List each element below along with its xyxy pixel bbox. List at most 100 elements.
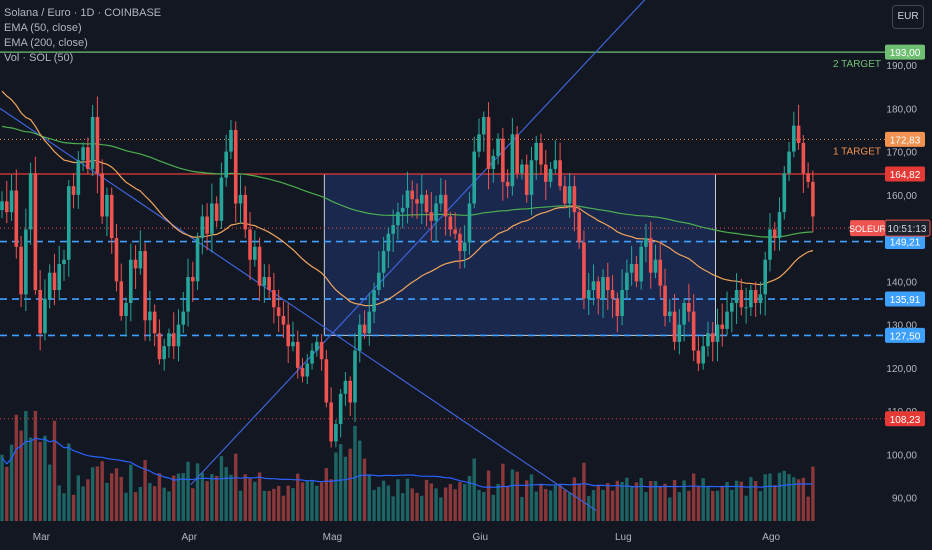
candle-body	[787, 151, 791, 174]
indicator-ema50[interactable]: EMA (50, close)	[4, 22, 82, 34]
candle-body	[472, 151, 477, 204]
symbol-title[interactable]: Solana / Euro · 1D · COINBASE	[4, 7, 162, 19]
candle-body	[577, 212, 581, 243]
price-label-box	[885, 327, 925, 343]
month-tick-label: Mar	[33, 532, 51, 543]
candle-body	[57, 264, 62, 290]
candle-body	[253, 246, 257, 260]
candle-body	[357, 324, 362, 351]
candle-body	[367, 311, 372, 334]
price-label: 149,21	[890, 238, 921, 249]
candle-body	[372, 290, 376, 312]
candle-body	[286, 324, 290, 347]
volume-bar	[195, 463, 200, 521]
volume-bar	[691, 473, 696, 521]
volume-bar	[668, 497, 672, 521]
volume-bar	[472, 458, 476, 521]
currency-button[interactable]: EUR	[892, 5, 924, 29]
volume-bar	[272, 488, 276, 521]
candle-body	[38, 290, 42, 334]
price-label: 135,91	[890, 295, 921, 306]
price-label-box	[885, 131, 925, 147]
candle-body	[162, 346, 166, 360]
volume-bar	[653, 481, 658, 521]
volume-bar	[167, 491, 171, 521]
month-tick-label: Giu	[472, 532, 488, 543]
volume-bar	[458, 482, 462, 521]
candle-body	[644, 238, 648, 247]
candle-body	[439, 194, 443, 204]
candle-body	[43, 298, 47, 334]
volume-bar	[148, 482, 152, 521]
indicator-volume[interactable]: Vol · SOL (50)	[4, 52, 74, 64]
symbol-tag-box	[850, 220, 885, 237]
candle-body	[424, 194, 429, 213]
candle-body	[0, 201, 4, 210]
candle-body	[219, 177, 224, 221]
candle-body	[400, 207, 405, 213]
volume-layer	[0, 411, 815, 521]
price-tick-label: 160,00	[886, 191, 917, 202]
candle-body	[596, 281, 601, 299]
candle-body	[648, 238, 653, 273]
volume-bar	[372, 489, 376, 521]
trendline-1	[0, 107, 597, 512]
candle-body	[682, 302, 686, 325]
volume-bar	[353, 425, 357, 521]
indicator-ema200[interactable]: EMA (200, close)	[4, 37, 88, 49]
volume-bar	[734, 480, 739, 521]
symbol-tag: SOLEUR	[849, 224, 887, 234]
volume-bar	[792, 477, 796, 521]
volume-bar	[486, 470, 491, 521]
volume-bar	[672, 479, 677, 521]
volume-bar	[796, 479, 801, 521]
volume-bar	[358, 440, 362, 521]
candle-body	[62, 259, 66, 265]
candle-body	[353, 350, 357, 403]
candle-body	[410, 190, 415, 200]
volume-bar	[81, 486, 85, 521]
volume-bar	[434, 488, 438, 521]
candle-body	[229, 129, 233, 152]
price-label-box	[885, 234, 925, 250]
candle-body	[405, 190, 410, 208]
candle-body	[796, 125, 801, 143]
candle-body	[9, 190, 14, 213]
candle-body	[114, 238, 119, 282]
countdown-label: 10:51:13	[888, 224, 927, 235]
candle-body	[501, 138, 505, 182]
volume-bar	[439, 497, 443, 521]
volume-bar	[482, 492, 486, 521]
price-label-box	[885, 166, 925, 182]
candle-body	[520, 164, 524, 174]
volume-bar	[777, 472, 782, 521]
volume-bar	[462, 483, 467, 521]
countdown-box	[884, 219, 931, 237]
volume-bar	[286, 485, 290, 521]
volume-bar	[214, 476, 219, 521]
candle-body	[720, 324, 725, 329]
volume-bar	[582, 462, 586, 521]
candle-body	[663, 285, 667, 316]
volume-bar	[525, 480, 529, 521]
volume-bar	[749, 477, 753, 521]
volume-bar	[133, 492, 138, 521]
volume-bar	[377, 486, 381, 521]
candle-body	[319, 341, 324, 360]
volume-bar	[782, 470, 786, 521]
volume-bar	[24, 411, 28, 521]
volume-bar	[28, 437, 33, 521]
candle-body	[739, 290, 744, 308]
candle-body	[324, 359, 329, 403]
volume-bar	[505, 486, 510, 521]
candle-body	[157, 333, 162, 360]
candle-body	[248, 229, 252, 260]
volume-bar	[601, 489, 605, 521]
candle-body	[415, 199, 419, 204]
candle-body	[715, 324, 720, 342]
volume-bar	[801, 477, 806, 521]
volume-bar	[105, 482, 109, 521]
candle-body	[133, 259, 138, 269]
volume-bar	[296, 473, 300, 521]
